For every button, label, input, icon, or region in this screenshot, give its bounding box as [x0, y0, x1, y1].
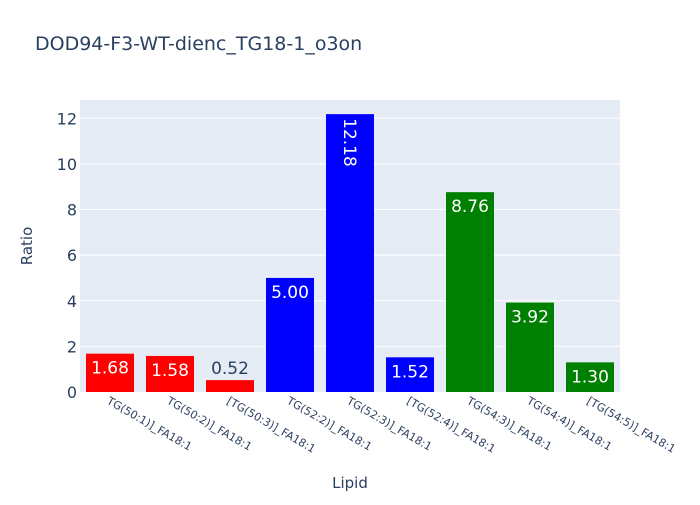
- bar: [206, 380, 254, 392]
- y-tick-label: 2: [67, 337, 77, 356]
- bar-value-label: 12.18: [339, 118, 359, 167]
- bar: [446, 192, 494, 392]
- y-axis-title: Ratio: [18, 227, 36, 266]
- bar-value-label: 8.76: [451, 197, 489, 217]
- y-tick-label: 6: [67, 246, 77, 265]
- chart-title: DOD94-F3-WT-dienc_TG18-1_o3on: [35, 33, 362, 55]
- y-tick-label: 10: [57, 155, 77, 174]
- y-axis-ticks: 0 2 4 6 8 10 12: [57, 109, 77, 402]
- y-tick-label: 0: [67, 383, 77, 402]
- bar: [566, 362, 614, 392]
- x-axis-title: Lipid: [332, 474, 368, 492]
- y-tick-label: 4: [67, 292, 77, 311]
- bar-value-label: 5.00: [271, 283, 309, 303]
- bar: [266, 277, 314, 392]
- bars: [86, 114, 614, 393]
- y-tick-label: 12: [57, 109, 77, 128]
- bar: [386, 357, 434, 392]
- bar-value-label: 0.52: [211, 359, 249, 379]
- bar: [506, 302, 554, 392]
- bar-value-label: 1.52: [391, 362, 429, 382]
- bar-value-labels: 1.68 1.58 0.52 5.00 12.18 1.52 8.76 3.92 1.30: [91, 118, 609, 387]
- bar-value-label: 1.68: [91, 359, 129, 379]
- y-tick-label: 8: [67, 201, 77, 220]
- bar: [326, 114, 374, 393]
- bar-value-label: 3.92: [511, 308, 549, 328]
- bar-value-label: 1.30: [571, 367, 609, 387]
- bar: [146, 355, 194, 392]
- bar: [86, 353, 134, 392]
- bar-value-label: 1.58: [151, 361, 189, 381]
